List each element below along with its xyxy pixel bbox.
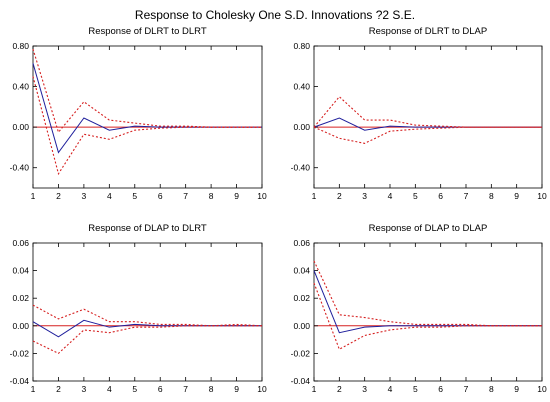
y-tick-label: 0.40 <box>293 82 310 92</box>
response-line <box>313 117 542 131</box>
plot-frame <box>313 45 543 189</box>
plot-frame <box>32 45 263 189</box>
x-tick-label: 9 <box>234 384 239 394</box>
y-tick-label: 0.06 <box>293 238 310 248</box>
y-tick-label: 0.00 <box>12 122 29 132</box>
y-tick-label: 0.06 <box>12 238 29 248</box>
x-tick-label: 8 <box>209 191 214 201</box>
x-tick-label: 1 <box>312 191 317 201</box>
x-tick-label: 6 <box>158 384 163 394</box>
x-tick-label: 5 <box>132 191 137 201</box>
y-tick-label: 0.04 <box>293 266 310 276</box>
x-tick-label: 2 <box>56 384 61 394</box>
x-tick-label: 5 <box>413 384 418 394</box>
upper-band-line <box>32 304 263 327</box>
y-tick-label: 0.02 <box>12 293 29 303</box>
x-tick-label: 9 <box>514 384 519 394</box>
plot-frame <box>313 242 543 382</box>
y-tick-label: -0.02 <box>10 348 30 358</box>
x-tick-label: 7 <box>464 191 469 201</box>
panel-4: Response of DLAP to DLAP 0.06 0.04 0.02 0.00… <box>291 223 547 394</box>
x-tick-label: 10 <box>537 191 547 201</box>
response-line <box>32 63 262 154</box>
y-tick-label: -0.40 <box>10 163 30 173</box>
x-tick-label: 1 <box>31 191 36 201</box>
x-tick-label: 3 <box>82 384 87 394</box>
y-tick-label: 0.40 <box>12 82 29 92</box>
x-tick-label: 10 <box>257 191 267 201</box>
response-line <box>32 319 262 338</box>
y-tick-label: 0.02 <box>293 293 310 303</box>
x-tick-label: 3 <box>82 191 87 201</box>
x-tick-label: 6 <box>438 191 443 201</box>
x-tick-label: 2 <box>337 191 342 201</box>
x-tick-label: 4 <box>388 384 393 394</box>
x-tick-label: 4 <box>107 191 112 201</box>
y-tick-label: 0.00 <box>293 122 310 132</box>
x-tick-label: 8 <box>489 384 494 394</box>
x-tick-label: 6 <box>438 384 443 394</box>
y-tick-label: -0.02 <box>291 348 311 358</box>
upper-band-line <box>313 95 542 128</box>
panel-title: Response of DLRT to DLAP <box>369 26 487 37</box>
x-tick-label: 7 <box>183 384 188 394</box>
panel-title: Response of DLAP to DLAP <box>369 223 488 234</box>
y-tick-label: -0.04 <box>10 376 30 386</box>
x-tick-label: 3 <box>362 191 367 201</box>
x-tick-label: 4 <box>107 384 112 394</box>
y-tick-label: -0.40 <box>291 163 311 173</box>
x-tick-label: 6 <box>158 191 163 201</box>
y-tick-label: 0.00 <box>12 321 29 331</box>
x-tick-label: 1 <box>312 384 317 394</box>
x-tick-label: 2 <box>56 191 61 201</box>
x-tick-label: 5 <box>132 384 137 394</box>
y-tick-label: -0.04 <box>291 376 311 386</box>
panel-title: Response of DLAP to DLRT <box>88 223 207 234</box>
panel-1: Response of DLRT to DLRT 0.80 0.40 0.00 -0.4… <box>10 26 267 201</box>
y-tick-label: 0.04 <box>12 266 29 276</box>
x-tick-label: 10 <box>537 384 547 394</box>
x-tick-label: 7 <box>464 384 469 394</box>
panel-title: Response of DLRT to DLRT <box>88 26 206 37</box>
x-tick-label: 9 <box>234 191 239 201</box>
upper-band-line <box>32 48 262 134</box>
lower-band-line <box>32 325 262 355</box>
lower-band-line <box>32 76 262 176</box>
x-tick-label: 3 <box>362 384 367 394</box>
panel-3: Response of DLAP to DLRT 0.06 0.04 0.02 0.00… <box>10 223 267 394</box>
response-line <box>313 270 542 334</box>
y-tick-label: 0.80 <box>293 41 310 51</box>
x-tick-label: 1 <box>31 384 36 394</box>
plot-frame <box>32 242 263 382</box>
x-tick-label: 10 <box>257 384 267 394</box>
y-tick-label: 0.80 <box>12 41 29 51</box>
y-tick-label: 0.00 <box>293 321 310 331</box>
x-tick-label: 4 <box>388 191 393 201</box>
x-tick-label: 8 <box>489 191 494 201</box>
x-tick-label: 5 <box>413 191 418 201</box>
lower-band-line <box>313 282 542 351</box>
lower-band-line <box>313 126 542 144</box>
panel-2: Response of DLRT to DLAP 0.80 0.40 0.00 -0.4… <box>291 26 547 201</box>
x-tick-label: 8 <box>209 384 214 394</box>
panels-container: Response of DLRT to DLRT 0.80 0.40 0.00 -0.4… <box>10 26 547 394</box>
x-tick-label: 9 <box>514 191 519 201</box>
x-tick-label: 7 <box>183 191 188 201</box>
x-tick-label: 2 <box>337 384 342 394</box>
upper-band-line <box>313 260 542 327</box>
figure-title: Response to Cholesky One S.D. Innovation… <box>135 8 415 22</box>
